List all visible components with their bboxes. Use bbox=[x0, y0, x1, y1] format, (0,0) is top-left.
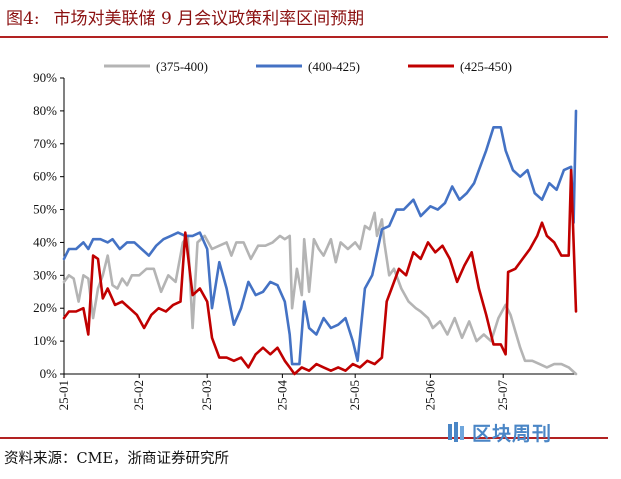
x-tick-label: 25-02 bbox=[131, 380, 146, 410]
figure-number: 图4: bbox=[6, 9, 40, 29]
chart-svg: 0% 10% 20% 30% 40% 50% 60% 70% 80% 90% 25-01 25-02 2… bbox=[33, 59, 578, 411]
figure-title-block: 图4: 市场对美联储 9 月会议政策利率区间预期 bbox=[6, 4, 364, 29]
series-line-2 bbox=[62, 109, 578, 366]
title-divider bbox=[0, 36, 608, 38]
y-tick-label: 70% bbox=[33, 136, 57, 151]
series-line-1 bbox=[62, 211, 578, 376]
y-tick-label: 60% bbox=[33, 169, 57, 184]
y-tick-label: 20% bbox=[33, 300, 57, 315]
watermark: 区块周刊 bbox=[446, 419, 552, 445]
source-divider bbox=[0, 437, 608, 439]
x-tick-label: 25-06 bbox=[422, 380, 437, 411]
y-tick-label: 30% bbox=[33, 267, 57, 282]
x-tick-label: 25-03 bbox=[199, 380, 214, 410]
y-tick-label: 10% bbox=[33, 333, 57, 348]
y-tick-label: 0% bbox=[40, 366, 58, 381]
watermark-text: 区块周刊 bbox=[472, 422, 553, 445]
source-note: 资料来源：CME，浙商证券研究所 bbox=[4, 451, 230, 467]
legend-label-3: (425-450) bbox=[460, 59, 512, 74]
legend-label-1: (375-400) bbox=[156, 59, 208, 74]
x-tick-label: 25-01 bbox=[56, 380, 71, 410]
y-tick-label: 40% bbox=[33, 234, 57, 249]
y-tick-label: 90% bbox=[33, 70, 57, 85]
figure-title: 市场对美联储 9 月会议政策利率区间预期 bbox=[53, 9, 365, 29]
x-tick-label: 25-05 bbox=[347, 380, 362, 410]
x-tick-label: 25-04 bbox=[274, 380, 289, 411]
legend-label-2: (400-425) bbox=[308, 59, 360, 74]
y-tick-label: 80% bbox=[33, 103, 57, 118]
watermark-logo-icon bbox=[448, 422, 464, 442]
series-line-3 bbox=[62, 168, 578, 376]
y-tick-label: 50% bbox=[33, 202, 57, 217]
x-tick-label: 25-07 bbox=[495, 380, 510, 411]
